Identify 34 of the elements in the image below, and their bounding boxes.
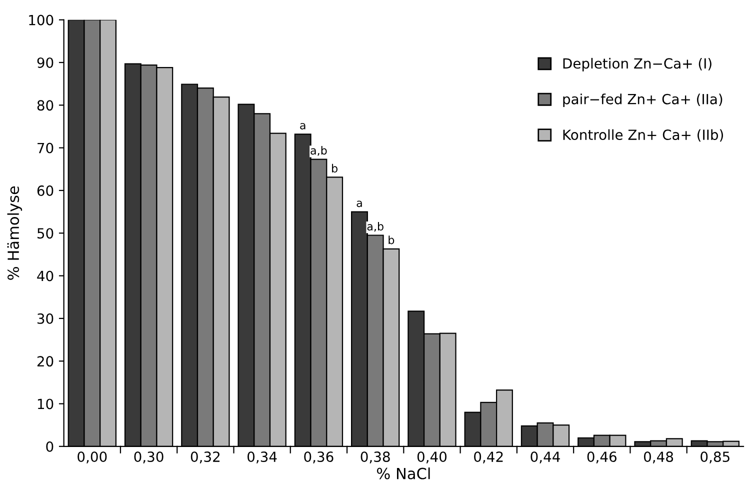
legend-label: Depletion Zn−Ca+ (I) — [563, 58, 712, 72]
y-tick-label: 40 — [37, 270, 54, 282]
y-tick-label: 80 — [37, 100, 54, 111]
x-axis-title: % NaCl — [376, 467, 430, 480]
legend-label: Kontrolle Zn+ Ca+ (IIb) — [563, 129, 723, 142]
x-tick-label: 0,36 — [304, 452, 334, 464]
annotation: a — [300, 123, 306, 130]
y-tick-label: 70 — [38, 142, 54, 154]
annotation: b — [388, 236, 394, 244]
y-tick-label: 60 — [37, 185, 54, 196]
x-tick-label: 0,34 — [248, 452, 277, 464]
y-tick-label: 10 — [38, 398, 54, 410]
x-tick-label: 0,48 — [644, 452, 674, 464]
x-tick-label: 0,44 — [530, 452, 560, 464]
y-tick-label: 30 — [38, 313, 54, 324]
x-tick-label: 0,00 — [78, 452, 107, 464]
x-tick-label: 0,46 — [587, 452, 616, 464]
annotation: a,b — [367, 222, 384, 232]
legend-label: pair−fed Zn+ Ca+ (IIa) — [563, 94, 722, 108]
x-tick-label: 0,42 — [474, 452, 503, 464]
y-tick-label: 50 — [38, 228, 54, 239]
x-tick-label: 0,85 — [700, 452, 730, 464]
annotation: a,b — [310, 146, 327, 156]
annotation: b — [332, 164, 338, 173]
x-tick-label: 0,38 — [360, 452, 390, 464]
x-tick-label: 0,40 — [417, 452, 447, 464]
y-tick-label: 20 — [37, 356, 54, 367]
y-axis-title: % Hämolyse — [7, 186, 22, 280]
annotation: a — [356, 200, 362, 208]
y-tick-label: 100 — [29, 14, 54, 26]
x-tick-label: 0,30 — [134, 452, 164, 464]
y-tick-label: 0 — [46, 441, 54, 452]
x-tick-label: 0,32 — [190, 452, 220, 464]
y-tick-label: 90 — [37, 57, 54, 68]
